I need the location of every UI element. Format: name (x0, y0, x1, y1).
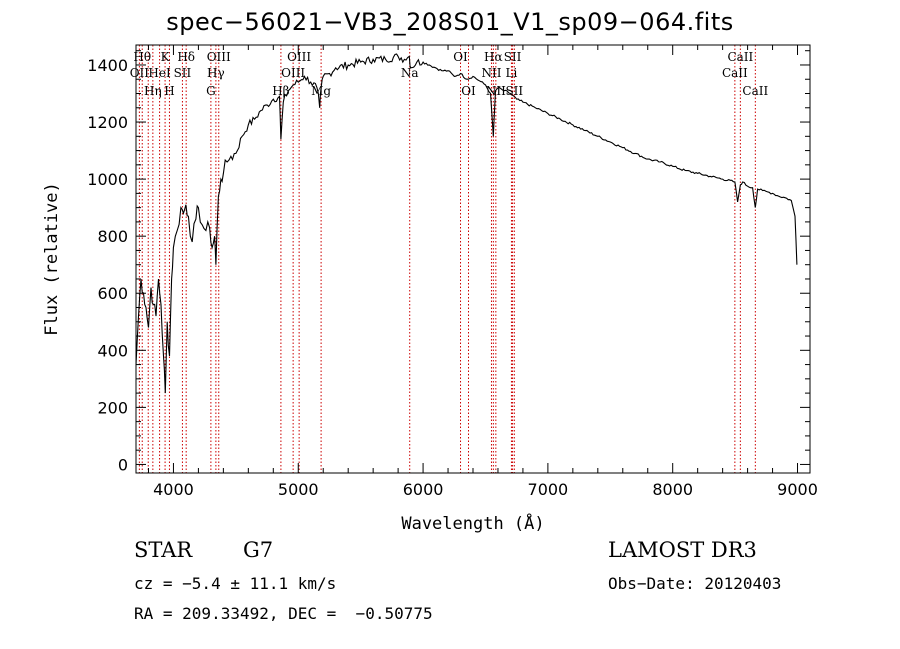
y-tick-label-7: 1400 (87, 56, 128, 75)
line-label-7: SII (174, 66, 192, 80)
spectral-line-markers (138, 45, 756, 473)
line-label-16: Na (401, 66, 419, 80)
y-axis-ticks: 0 200 400 600 800 1000 1200 1400 (87, 50, 810, 474)
redshift-cz: cz = −5.4 ± 11.1 km/s (134, 574, 337, 593)
y-tick-label-4: 800 (97, 227, 128, 246)
x-tick-label-1: 5000 (278, 480, 319, 499)
x-tick-label-3: 7000 (528, 480, 569, 499)
line-label-14: OIII (287, 50, 311, 64)
line-label-17: OI (453, 50, 468, 64)
x-tick-label-2: 6000 (403, 480, 444, 499)
line-label-8: Hδ (177, 50, 195, 64)
ra-dec-coordinates: RA = 209.33492, DEC = −0.50775 (134, 604, 433, 623)
line-label-18: OI (461, 84, 476, 98)
line-label-5: K (161, 50, 171, 64)
object-type: STAR (134, 538, 193, 562)
spectral-line-labels: OIIHθHηHeIKHSIIHδGHγOIIIHβOIIIOIIIMgNaOI… (130, 50, 769, 98)
line-label-25: CaII (722, 66, 748, 80)
line-label-20: Hα (484, 50, 503, 64)
y-tick-label-3: 600 (97, 284, 128, 303)
line-label-19: NII (481, 66, 501, 80)
observation-date: Obs−Date: 20120403 (608, 574, 782, 593)
spectral-subclass: G7 (243, 538, 274, 562)
line-label-3: Hη (144, 84, 162, 98)
x-axis-ticks: 4000 5000 6000 7000 8000 9000 (147, 45, 818, 499)
line-label-27: CaII (742, 84, 768, 98)
line-label-23: SII (504, 50, 522, 64)
line-label-11: OIII (207, 50, 231, 64)
survey-name: LAMOST DR3 (608, 538, 757, 562)
line-label-26: CaII (727, 50, 753, 64)
line-label-10: Hγ (207, 66, 225, 80)
line-label-9: G (206, 84, 216, 98)
line-label-4: HeI (148, 66, 171, 80)
y-tick-label-5: 1000 (87, 170, 128, 189)
y-tick-label-0: 0 (118, 455, 128, 474)
x-tick-label-5: 9000 (777, 480, 818, 499)
spectrum-line (135, 53, 798, 394)
y-tick-label-6: 1200 (87, 113, 128, 132)
plot-frame (135, 44, 811, 474)
y-tick-label-2: 400 (97, 341, 128, 360)
chart-title: spec−56021−VB3_208S01_V1_sp09−064.fits (166, 8, 734, 36)
line-label-1: Hθ (133, 50, 151, 64)
x-tick-label-4: 8000 (652, 480, 693, 499)
line-label-22: Li (506, 66, 518, 80)
line-label-6: H (164, 84, 174, 98)
y-axis-label: Flux (relative) (42, 182, 62, 336)
x-axis-label: Wavelength (Å) (401, 512, 544, 534)
y-tick-label-1: 200 (97, 398, 128, 417)
line-label-13: OIII (281, 66, 305, 80)
line-label-24: SII (505, 84, 523, 98)
line-label-0: OII (130, 66, 150, 80)
x-tick-label-0: 4000 (153, 480, 194, 499)
